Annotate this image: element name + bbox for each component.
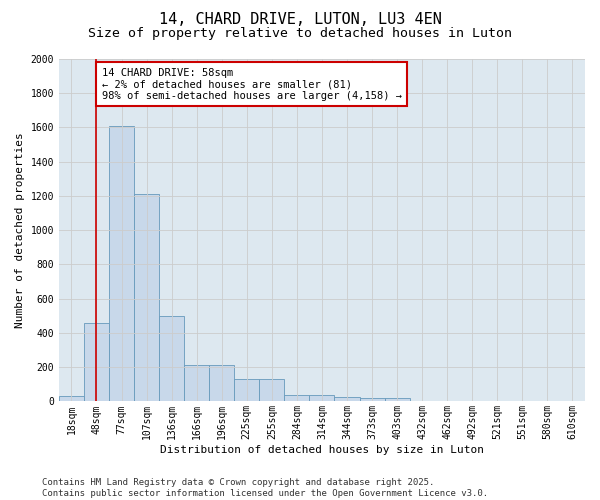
Bar	[134, 194, 159, 402]
Y-axis label: Number of detached properties: Number of detached properties	[15, 132, 25, 328]
Bar	[284, 394, 310, 402]
Bar	[84, 322, 109, 402]
X-axis label: Distribution of detached houses by size in Luton: Distribution of detached houses by size …	[160, 445, 484, 455]
Bar	[109, 126, 134, 402]
Text: 14 CHARD DRIVE: 58sqm
← 2% of detached houses are smaller (81)
98% of semi-detac: 14 CHARD DRIVE: 58sqm ← 2% of detached h…	[101, 68, 401, 101]
Bar	[159, 316, 184, 402]
Bar	[359, 398, 385, 402]
Bar	[310, 394, 334, 402]
Bar	[209, 364, 234, 402]
Bar	[184, 364, 209, 402]
Bar	[234, 379, 259, 402]
Bar	[59, 396, 84, 402]
Bar	[385, 398, 410, 402]
Text: Size of property relative to detached houses in Luton: Size of property relative to detached ho…	[88, 28, 512, 40]
Bar	[259, 379, 284, 402]
Bar	[334, 397, 359, 402]
Text: 14, CHARD DRIVE, LUTON, LU3 4EN: 14, CHARD DRIVE, LUTON, LU3 4EN	[158, 12, 442, 28]
Text: Contains HM Land Registry data © Crown copyright and database right 2025.
Contai: Contains HM Land Registry data © Crown c…	[42, 478, 488, 498]
